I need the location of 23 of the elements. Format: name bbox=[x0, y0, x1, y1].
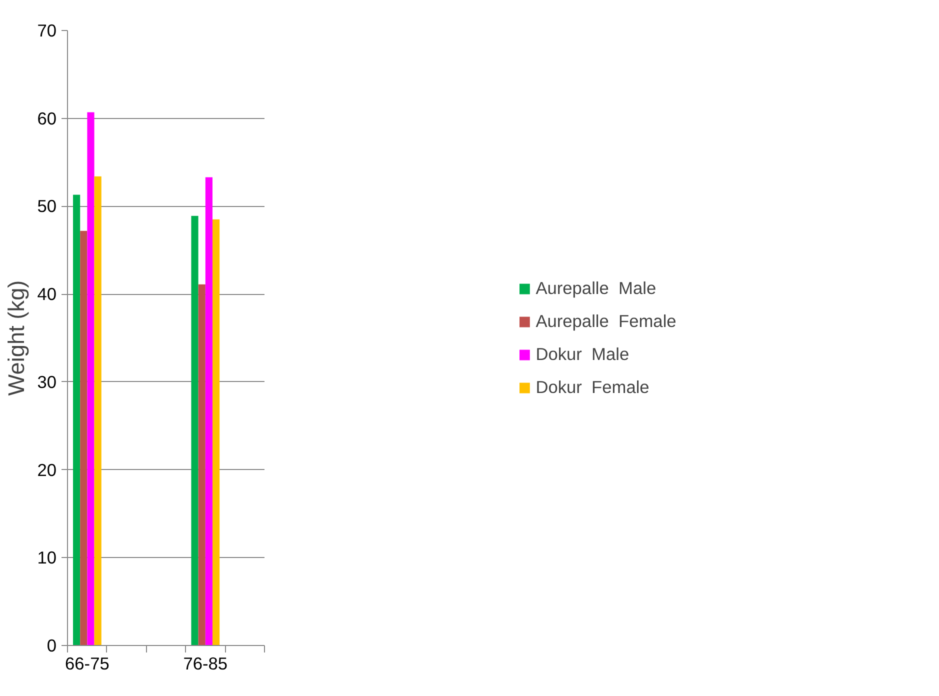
y-tick-label: 40 bbox=[37, 284, 57, 304]
bar bbox=[205, 177, 212, 646]
legend-label: Aurepalle Female bbox=[536, 310, 676, 332]
bar bbox=[198, 284, 206, 646]
y-axis-title: Weight (kg) bbox=[3, 280, 30, 396]
y-tick-label: 0 bbox=[46, 636, 57, 656]
x-tick-label: 76-85 bbox=[183, 654, 228, 674]
y-tick-label: 60 bbox=[37, 108, 57, 128]
y-tick-label: 30 bbox=[37, 372, 57, 392]
bar bbox=[80, 230, 88, 646]
y-tick-label: 20 bbox=[37, 460, 57, 480]
bar bbox=[87, 112, 94, 646]
bar bbox=[212, 219, 220, 646]
legend-label: Dokur Male bbox=[536, 344, 630, 364]
y-tick-label: 70 bbox=[37, 20, 57, 40]
x-tick-label: 66-75 bbox=[65, 654, 110, 674]
bar bbox=[94, 176, 102, 646]
legend-label: Aurepalle Male bbox=[536, 278, 656, 298]
y-tick-label: 10 bbox=[37, 548, 57, 568]
bar bbox=[191, 216, 198, 646]
y-tick-label: 50 bbox=[37, 196, 57, 216]
bar bbox=[73, 194, 80, 646]
legend-label: Dokur Female bbox=[536, 376, 650, 398]
